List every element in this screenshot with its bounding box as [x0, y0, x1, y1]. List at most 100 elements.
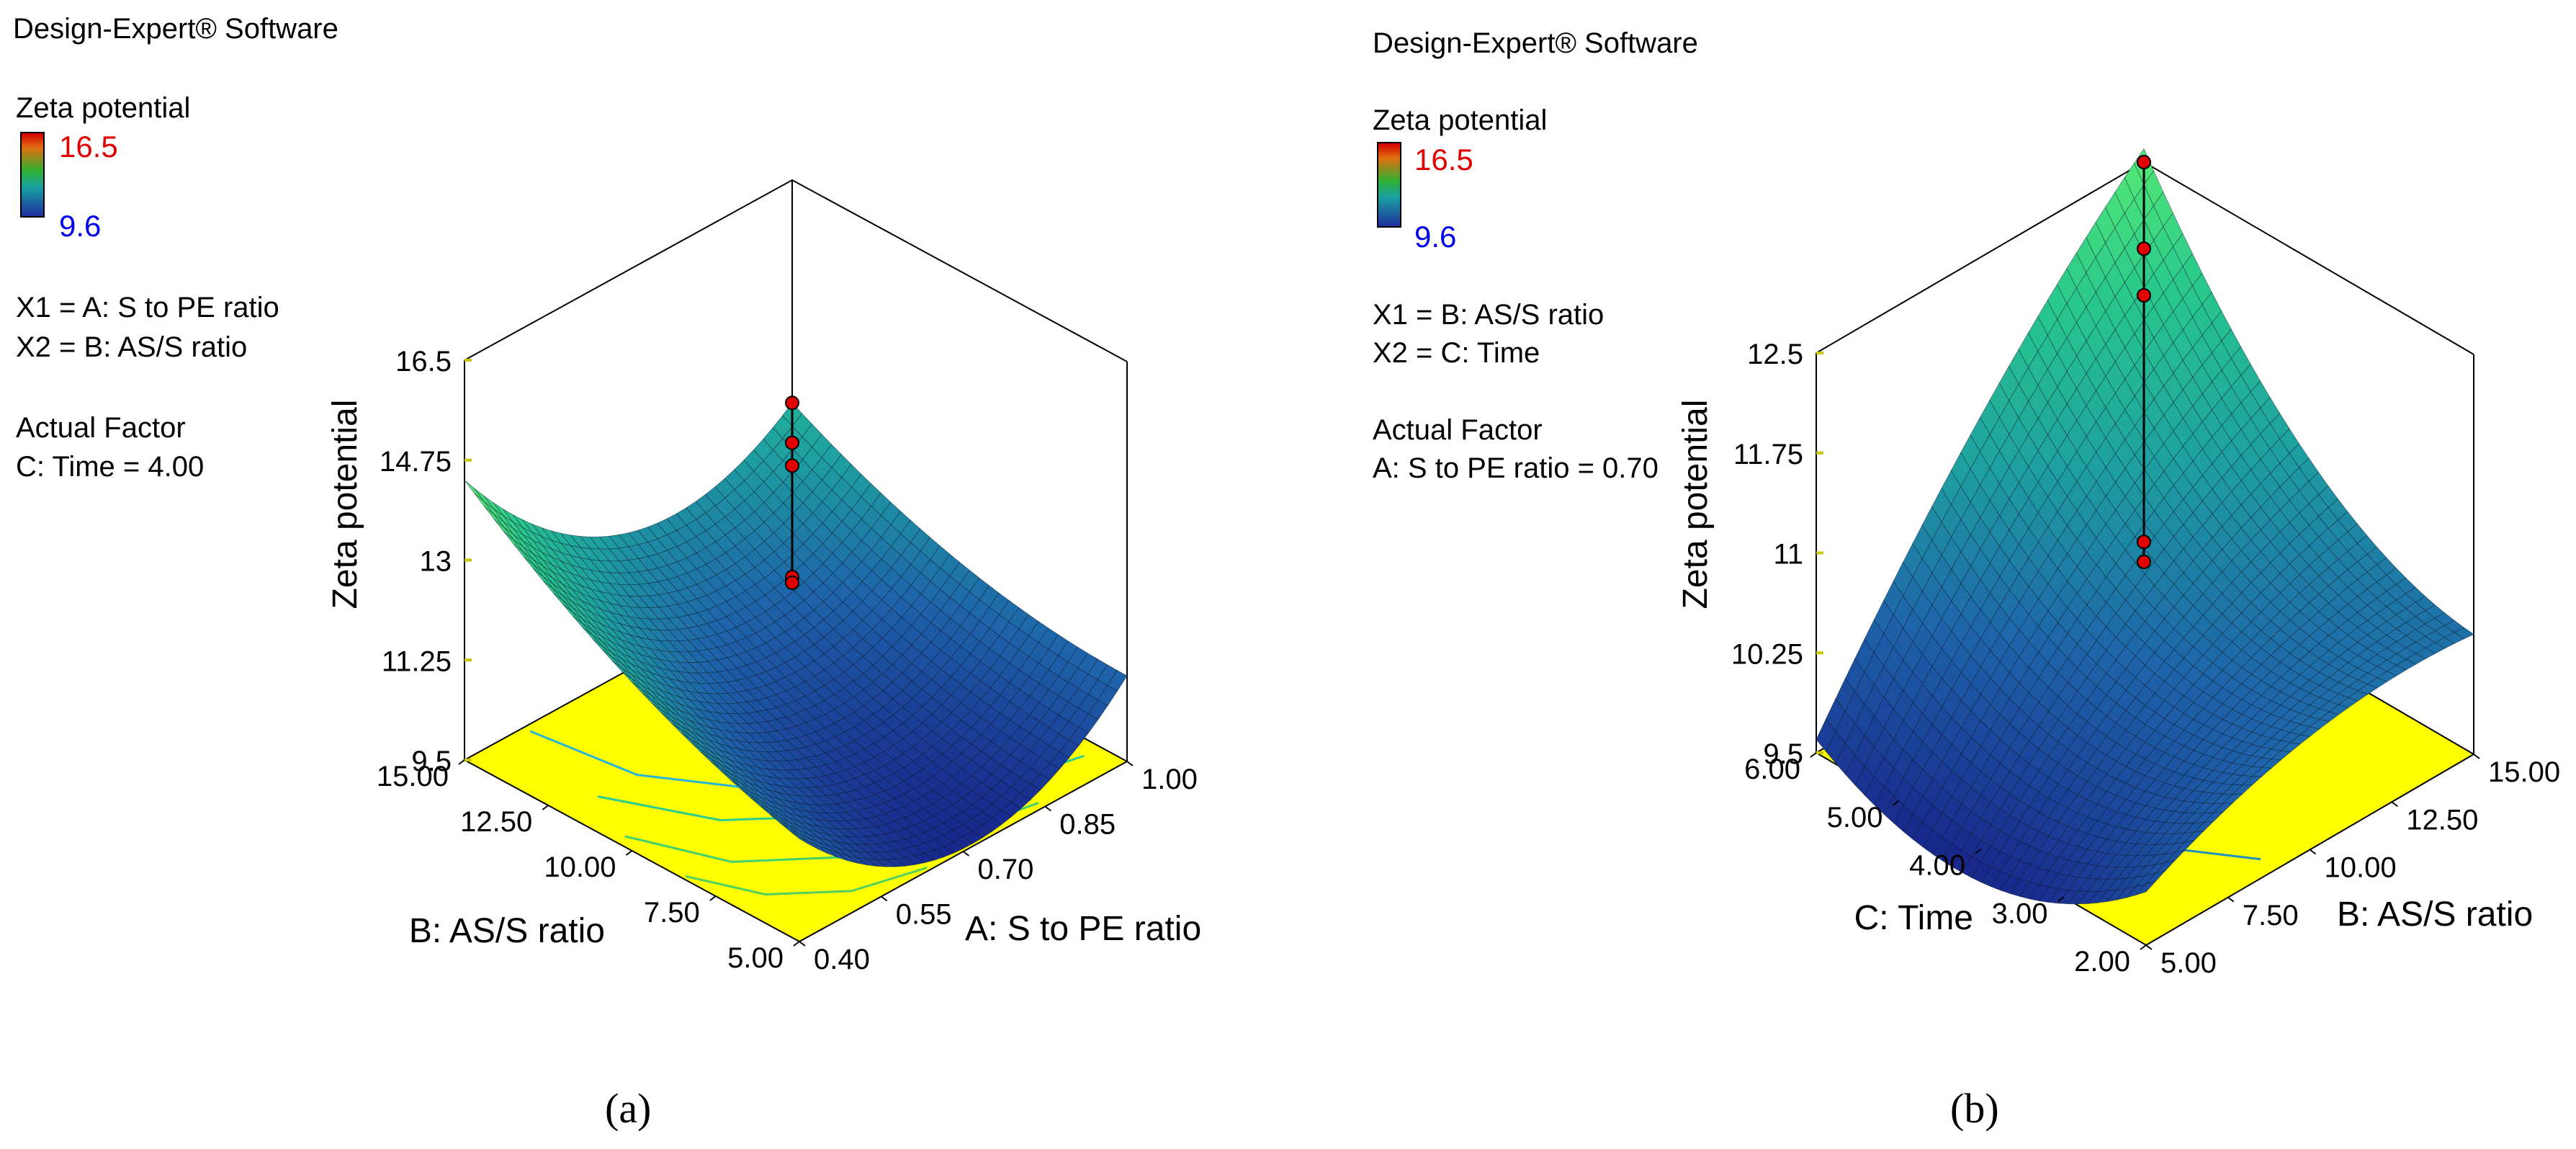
y-tick-label: 5.00 [1827, 802, 1883, 833]
y-tick-label: 10.00 [544, 851, 616, 883]
x-tick [2309, 849, 2317, 855]
y-tick [1975, 848, 1982, 854]
z-tick-label: 10.25 [1731, 638, 1803, 670]
x-tick-label: 0.85 [1059, 809, 1116, 841]
z-tick-label: 11 [1773, 539, 1803, 571]
x-tick [1126, 761, 1134, 766]
z-tick-label: 14.75 [380, 446, 452, 478]
x-tick-label: 0.55 [896, 899, 952, 931]
design-points [2137, 155, 2151, 569]
surface-tile [464, 480, 485, 502]
y-tick-label: 4.00 [1909, 850, 1965, 882]
y-tick [709, 895, 717, 901]
x-tick [2473, 754, 2480, 759]
y-tick-label: 7.50 [644, 897, 700, 929]
legend-low-label: 9.6 [59, 209, 102, 243]
x-axis: 0.40 0.55 0.70 0.85 1.00 A: S to PE ratio [799, 761, 1201, 975]
z-tick-label: 9.5 [1763, 738, 1803, 770]
software-label: Design-Expert® Software [1373, 27, 1698, 59]
x-tick-label: 0.40 [814, 944, 870, 975]
x-tick [962, 851, 970, 857]
panel-caption: (a) [605, 1085, 652, 1132]
actual-factor-title: Actual Factor [16, 412, 186, 444]
y-tick [542, 805, 549, 810]
z-tick-label: 16.5 [395, 346, 452, 377]
x-tick-label: 15.00 [2488, 756, 2560, 788]
software-label: Design-Expert® Software [13, 13, 338, 45]
chart-panel-a: Design-Expert® Software Zeta potential 1… [13, 13, 1201, 1132]
legend-low-label: 9.6 [1414, 220, 1457, 254]
design-point [785, 575, 799, 590]
factor-x2-label: X2 = B: AS/S ratio [16, 331, 248, 363]
y-tick [1810, 752, 1817, 758]
y-tick-label: 12.50 [460, 806, 532, 838]
y-tick-label: 2.00 [2074, 946, 2130, 978]
surface-plot-b: 12.5 11.75 11 10.25 9.5 Zeta potential 5.00 7.5… [1677, 148, 2560, 979]
actual-factor-value: C: Time = 4.00 [16, 451, 205, 483]
z-tick-label: 11.25 [382, 645, 452, 677]
design-point [2137, 535, 2151, 550]
actual-factor-title: Actual Factor [1373, 414, 1543, 446]
actual-factor-value: A: S to PE ratio = 0.70 [1373, 452, 1659, 484]
y-tick-label: 5.00 [727, 942, 784, 974]
color-legend-bar [20, 132, 45, 218]
y-axis: 5.00 7.50 10.00 12.50 15.00 B: AS/S ratio [377, 759, 800, 974]
y-tick [625, 850, 633, 856]
z-tick-label: 12.5 [1747, 339, 1803, 370]
legend-high-label: 16.5 [59, 130, 118, 164]
x-axis-label: A: S to PE ratio [965, 910, 1201, 948]
design-point [2137, 555, 2151, 569]
design-point [785, 458, 799, 473]
factor-x2-label: X2 = C: Time [1373, 337, 1540, 369]
design-point [785, 435, 799, 450]
panel-caption: (b) [1950, 1085, 1999, 1132]
y-tick [458, 759, 465, 765]
design-point [2137, 241, 2151, 256]
response-surface [464, 402, 1128, 867]
x-tick-label: 12.50 [2406, 804, 2478, 836]
y-tick [1892, 800, 1900, 806]
y-axis-label: C: Time [1854, 899, 1973, 937]
x-tick-label: 5.00 [2160, 947, 2217, 979]
legend-title: Zeta potential [1373, 104, 1548, 136]
surface-tile [789, 830, 809, 845]
x-tick [2227, 896, 2235, 903]
x-tick-label: 0.70 [978, 854, 1034, 885]
x-tick [2145, 944, 2153, 950]
y-tick [793, 941, 800, 947]
x-axis: 5.00 7.50 10.00 12.50 15.00 B: AS/S ratio [2145, 754, 2560, 979]
x-tick-label: 7.50 [2243, 900, 2299, 931]
x-tick-label: 1.00 [1141, 764, 1198, 795]
design-point [785, 395, 799, 411]
x-tick [2391, 801, 2398, 808]
box-edge [464, 179, 1128, 362]
x-tick [799, 941, 806, 947]
legend-high-label: 16.5 [1414, 143, 1473, 176]
surface-plot-a: 16.5 14.75 13 11.25 9.5 Zeta potential 0.40 0.5… [326, 179, 1201, 975]
z-axis-label: Zeta potential [1677, 400, 1715, 609]
x-axis-label: B: AS/S ratio [2337, 895, 2533, 934]
z-axis: 12.5 11.75 11 10.25 9.5 Zeta potential [1677, 339, 1823, 770]
response-surface [1816, 148, 2474, 905]
z-tick-label: 13 [420, 546, 452, 578]
z-tick-label: 9.5 [411, 746, 452, 777]
color-legend-bar [1377, 142, 1401, 228]
z-axis: 16.5 14.75 13 11.25 9.5 Zeta potential [326, 346, 472, 777]
design-point [2137, 155, 2151, 169]
z-axis-label: Zeta potential [326, 400, 364, 609]
surface-tile [2135, 880, 2157, 896]
y-axis: 2.00 3.00 4.00 5.00 6.00 C: Time [1744, 752, 2147, 978]
legend-title: Zeta potential [16, 92, 191, 124]
y-axis-label: B: AS/S ratio [409, 912, 605, 950]
y-tick-label: 3.00 [1992, 898, 2048, 929]
design-point [2137, 288, 2151, 303]
factor-x1-label: X1 = B: AS/S ratio [1373, 299, 1605, 331]
y-tick-label: 15.00 [377, 761, 449, 792]
x-tick [881, 895, 888, 902]
design-points [785, 395, 799, 590]
contour-line [685, 867, 928, 896]
x-tick [1044, 805, 1051, 812]
z-tick-label: 11.75 [1733, 439, 1803, 470]
factor-x1-label: X1 = A: S to PE ratio [16, 292, 279, 323]
y-tick [2140, 944, 2147, 950]
